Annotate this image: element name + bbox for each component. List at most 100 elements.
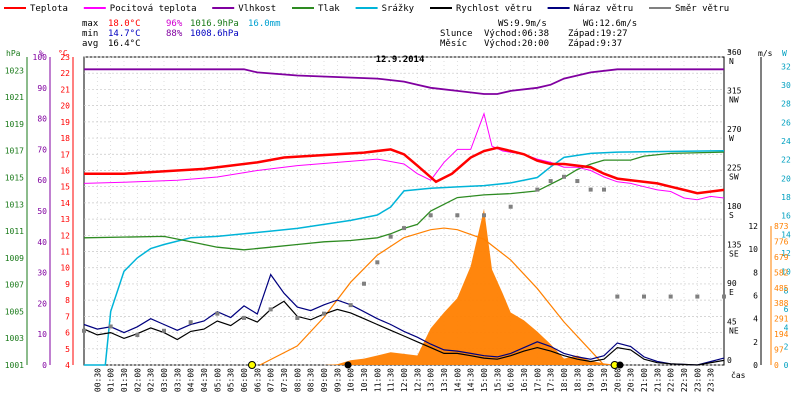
tick-rad: 485 (774, 284, 789, 293)
stat-value: avg (82, 39, 98, 49)
tick-wg: 12 (781, 249, 791, 258)
tick-temp: 20 (60, 102, 70, 111)
tick-x: 22:30 (680, 368, 689, 392)
moon-label: Měsíc (440, 39, 467, 49)
tick-x: 20:00 (613, 368, 622, 392)
tick-rad: 679 (774, 253, 789, 262)
tick-rad: 873 (774, 222, 789, 231)
tick-x: 04:00 (187, 368, 196, 392)
tick-temp: 22 (60, 69, 70, 78)
wind-dir-dot (722, 294, 726, 299)
tick-ms: 4 (753, 315, 758, 324)
tick-x: 10:30 (360, 368, 369, 392)
stat-value: 14.7°C (108, 29, 141, 39)
tick-x: 18:30 (573, 368, 582, 392)
tick-rad: 97 (774, 346, 784, 355)
stat-value: 88% (166, 29, 183, 39)
tick-x: 15:30 (493, 368, 502, 392)
tick-wg: 28 (781, 100, 791, 109)
chart-title: 12.9.2014 (376, 55, 425, 65)
tick-wg: 6 (784, 305, 789, 314)
tick-pct: 10 (37, 330, 47, 339)
wind-dir-dot (242, 315, 246, 320)
tick-pct: 0 (42, 361, 47, 370)
tick-x: 11:30 (387, 368, 396, 392)
tick-x: 21:30 (653, 368, 662, 392)
tick-dir-name: S (729, 211, 734, 220)
tick-ms: 0 (753, 361, 758, 370)
tick-hpa: 1001 (5, 361, 24, 370)
tick-x: 10:00 (347, 368, 356, 392)
wind-dir-dot (215, 311, 220, 316)
tick-ms: 10 (748, 245, 758, 254)
sun-marker (344, 361, 352, 369)
tick-x: 03:30 (173, 368, 182, 392)
wind-dir-dot (482, 213, 486, 218)
wind-dir-dot (428, 213, 433, 218)
tick-temp: 5 (65, 345, 70, 354)
tick-dir: 360 (727, 48, 742, 57)
tick-wg: 26 (781, 118, 791, 127)
tick-hpa: 1017 (5, 147, 24, 156)
tick-x: 12:30 (413, 368, 422, 392)
tick-pct: 70 (37, 145, 47, 154)
tick-hpa: 1007 (5, 281, 24, 290)
tick-temp: 23 (60, 53, 70, 62)
legend-label: Vlhkost (238, 4, 276, 14)
wind-speed-info: WS:9.9m/s (498, 19, 547, 29)
tick-temp: 11 (60, 248, 70, 257)
tick-dir-name: SE (729, 250, 739, 259)
tick-x: 08:30 (307, 368, 316, 392)
tick-dir: 180 (727, 202, 742, 211)
legend-label: Tlak (318, 4, 340, 14)
plot-area (83, 56, 725, 366)
sunset-time: Západ:19:27 (568, 29, 628, 39)
tick-x: 09:30 (333, 368, 342, 392)
wind-dir-dot (188, 320, 193, 325)
moonset-time: Západ:9:37 (568, 39, 622, 49)
tick-hpa: 1015 (5, 174, 24, 183)
legend-label: Rychlost větru (456, 4, 532, 14)
tick-rad: 776 (774, 237, 789, 246)
tick-pct: 30 (37, 269, 47, 278)
axis-label-dir: ° (727, 49, 732, 58)
axis-label-hpa: hPa (6, 49, 21, 58)
wind-dir-dot (588, 187, 593, 192)
tick-temp: 13 (60, 215, 70, 224)
wind-gust-info: WG:12.6m/s (583, 19, 637, 29)
tick-wg: 24 (781, 137, 791, 146)
wind-speed-line (83, 300, 725, 366)
stat-value: max (82, 19, 99, 29)
humidity-line (84, 68, 724, 95)
tick-dir-name: SW (729, 173, 739, 182)
tick-temp: 18 (60, 134, 70, 143)
tick-wg: 18 (781, 193, 791, 202)
wind-dir-dot (82, 328, 86, 333)
tick-hpa: 1021 (5, 93, 24, 102)
wind-dir-dot (615, 294, 620, 299)
tick-x: 20:30 (627, 368, 636, 392)
stat-value: 16.4°C (108, 39, 141, 49)
tick-hpa: 1005 (5, 307, 24, 316)
tick-wg: 30 (781, 81, 791, 90)
tick-temp: 7 (65, 312, 70, 321)
wind-dir-dot (135, 333, 140, 338)
tick-x: 19:00 (587, 368, 596, 392)
wind-dir-dot (562, 174, 566, 179)
tick-x: 16:30 (520, 368, 529, 392)
tick-wg: 4 (784, 324, 789, 333)
tick-rad: 388 (774, 299, 789, 308)
tick-x: 06:00 (240, 368, 249, 392)
wind-dir-dot (402, 226, 406, 231)
tick-x: 05:30 (227, 368, 236, 392)
tick-x: 13:00 (427, 368, 436, 392)
tick-temp: 9 (65, 280, 70, 289)
tick-x: 01:30 (120, 368, 129, 392)
wind-dir-dot (575, 179, 580, 184)
tick-temp: 15 (60, 183, 70, 192)
tick-temp: 4 (65, 361, 70, 370)
tick-pct: 100 (33, 53, 48, 62)
solar-theoretical-line (259, 227, 605, 366)
tick-x: 07:00 (267, 368, 276, 392)
